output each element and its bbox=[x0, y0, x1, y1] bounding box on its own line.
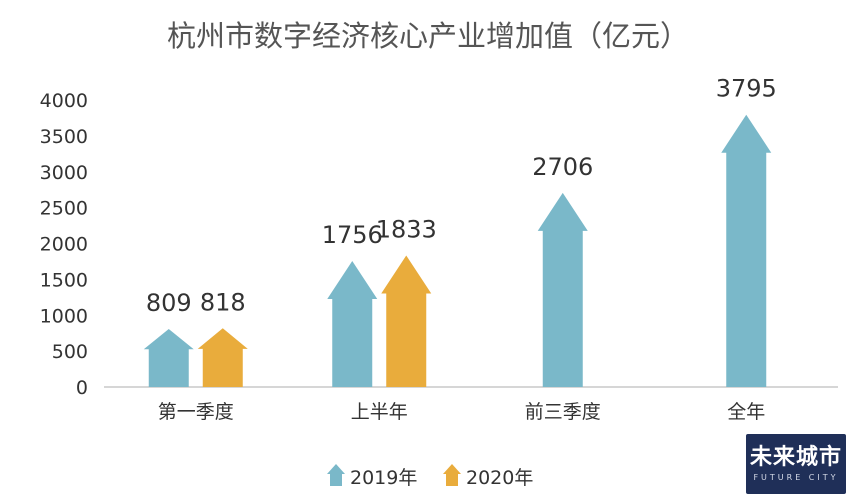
watermark-logo: 未来城市 FUTURE CITY bbox=[746, 434, 846, 494]
data-label: 1756 bbox=[322, 221, 383, 249]
data-label: 1833 bbox=[376, 215, 437, 243]
data-label: 2706 bbox=[532, 153, 593, 181]
legend-label: 2020年 bbox=[466, 467, 533, 489]
x-axis: 第一季度 上半年 前三季度 全年 bbox=[158, 401, 766, 423]
x-category-label: 上半年 bbox=[351, 401, 408, 423]
bar-2019年 bbox=[537, 192, 588, 387]
y-tick-label: 4000 bbox=[40, 90, 88, 112]
y-tick-label: 500 bbox=[52, 341, 88, 363]
y-tick-label: 2000 bbox=[40, 234, 88, 256]
x-category-label: 全年 bbox=[727, 401, 765, 423]
chart-title: 杭州市数字经济核心产业增加值（亿元） bbox=[167, 19, 689, 53]
legend-swatch bbox=[443, 464, 461, 486]
legend-swatch bbox=[327, 464, 345, 486]
data-label: 3795 bbox=[716, 75, 777, 103]
y-tick-label: 1500 bbox=[40, 269, 88, 291]
y-tick-label: 0 bbox=[76, 377, 88, 399]
bar-2020年 bbox=[197, 328, 248, 387]
y-tick-label: 1000 bbox=[40, 305, 88, 327]
x-category-label: 第一季度 bbox=[158, 401, 234, 423]
x-category-label: 前三季度 bbox=[525, 401, 601, 423]
y-axis: 0 500 1000 1500 2000 2500 3000 3500 4000 bbox=[40, 90, 88, 399]
bar-2019年 bbox=[327, 261, 378, 387]
legend-label: 2019年 bbox=[350, 467, 417, 489]
y-tick-label: 3500 bbox=[40, 126, 88, 148]
bars bbox=[143, 114, 772, 388]
data-label: 809 bbox=[146, 289, 192, 317]
bar-2020年 bbox=[381, 255, 432, 387]
data-label: 818 bbox=[200, 288, 246, 316]
bar-2019年 bbox=[143, 328, 194, 387]
watermark-text: 未来城市 bbox=[749, 445, 842, 470]
watermark-subtext: FUTURE CITY bbox=[753, 473, 839, 482]
legend: 2019年 2020年 bbox=[327, 464, 533, 489]
y-tick-label: 3000 bbox=[40, 162, 88, 184]
bar-2019年 bbox=[721, 114, 772, 388]
y-tick-label: 2500 bbox=[40, 198, 88, 220]
